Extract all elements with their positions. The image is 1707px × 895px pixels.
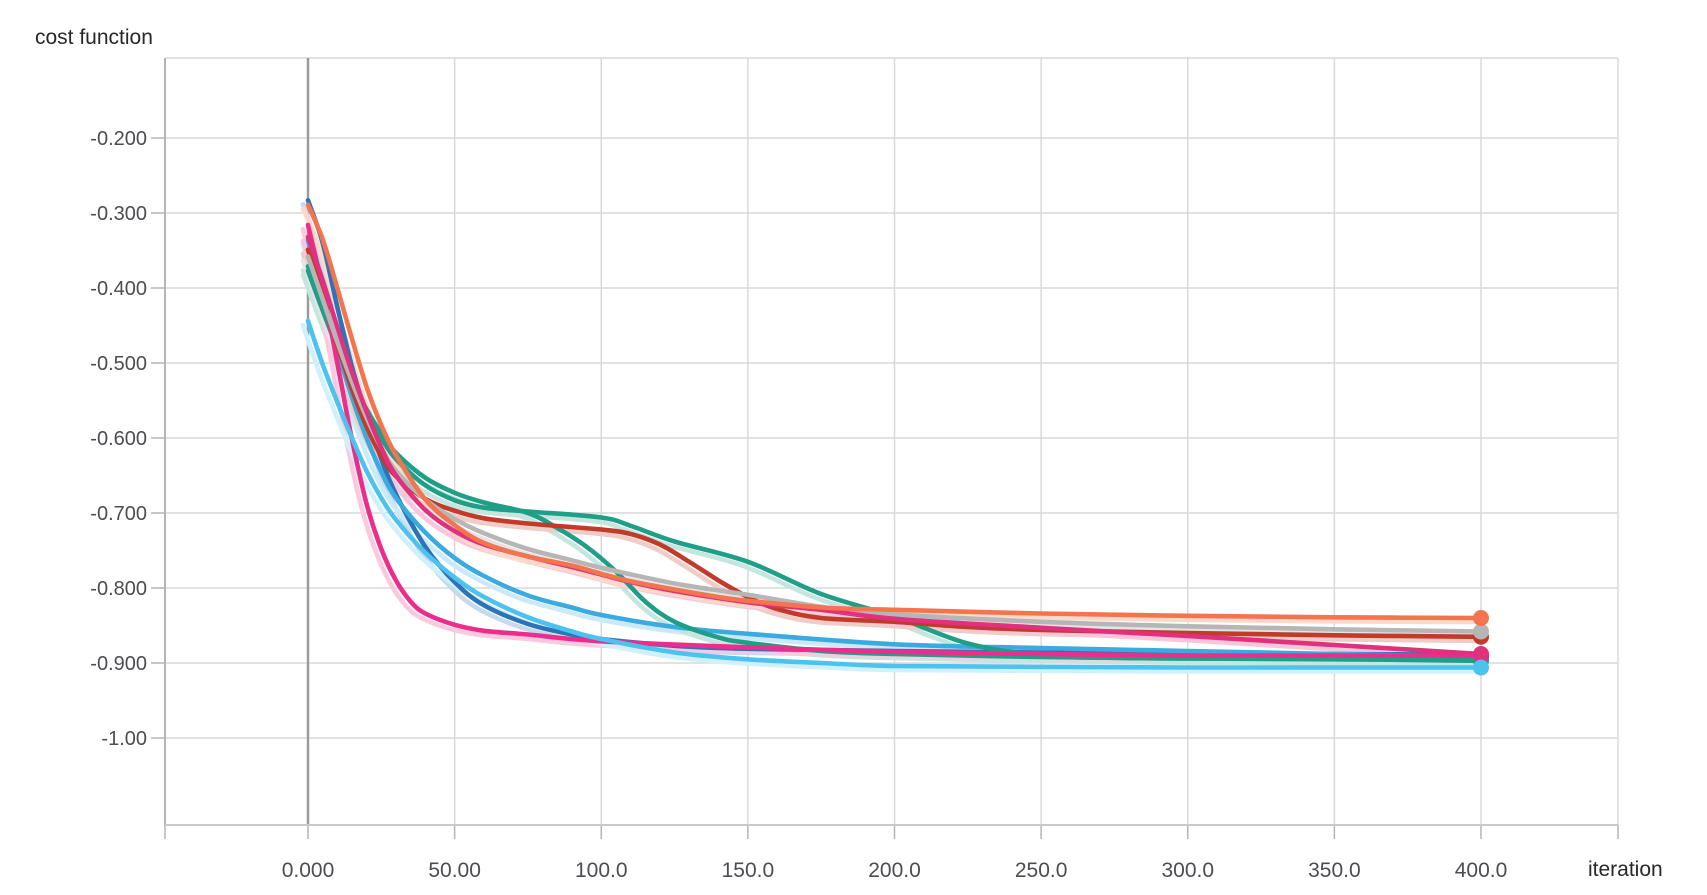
series-end-dot-run-orange xyxy=(1473,610,1489,626)
series-end-dot-run-cyan xyxy=(1473,659,1489,676)
y-tick-label: -0.800 xyxy=(90,578,147,600)
x-tick-label: 400.0 xyxy=(1455,859,1508,882)
series-raw-line-run-darkred xyxy=(300,251,1479,644)
x-tick-label: 100.0 xyxy=(575,859,628,882)
x-axis-title: iteration xyxy=(1588,858,1663,881)
x-tick-label: 350.0 xyxy=(1308,859,1361,882)
y-tick-label: -0.500 xyxy=(90,353,147,375)
series-line-run-sky xyxy=(305,237,1484,660)
y-tick-label: -0.900 xyxy=(90,653,147,675)
series-raw-line-run-teal-mid xyxy=(300,272,1479,668)
series-line-run-cyan xyxy=(305,318,1484,670)
series-line-run-rose xyxy=(305,222,1484,658)
y-tick-label: -0.300 xyxy=(90,203,147,225)
series-raw-line-run-blue xyxy=(300,201,1479,662)
y-tick-label: -1.00 xyxy=(101,728,147,750)
series-line-run-orange xyxy=(305,202,1484,621)
y-tick-label: -0.400 xyxy=(90,278,147,300)
x-tick-label: 150.0 xyxy=(722,859,775,882)
series-end-dot-run-magenta xyxy=(1473,646,1489,662)
y-tick-label: -0.200 xyxy=(90,128,147,150)
x-tick-label: 0.000 xyxy=(282,859,335,882)
x-tick-label: 250.0 xyxy=(1015,859,1068,882)
x-tick-label: 50.00 xyxy=(428,859,481,882)
chart-title: cost function xyxy=(35,26,153,49)
x-tick-label: 300.0 xyxy=(1161,859,1214,882)
y-tick-label: -0.700 xyxy=(90,503,147,525)
y-tick-label: -0.600 xyxy=(90,428,147,450)
series-raw-line-run-orange xyxy=(300,206,1479,625)
series-line-run-gray xyxy=(305,254,1484,634)
series-end-dot-run-gray xyxy=(1473,623,1489,640)
x-tick-label: 200.0 xyxy=(868,859,921,882)
